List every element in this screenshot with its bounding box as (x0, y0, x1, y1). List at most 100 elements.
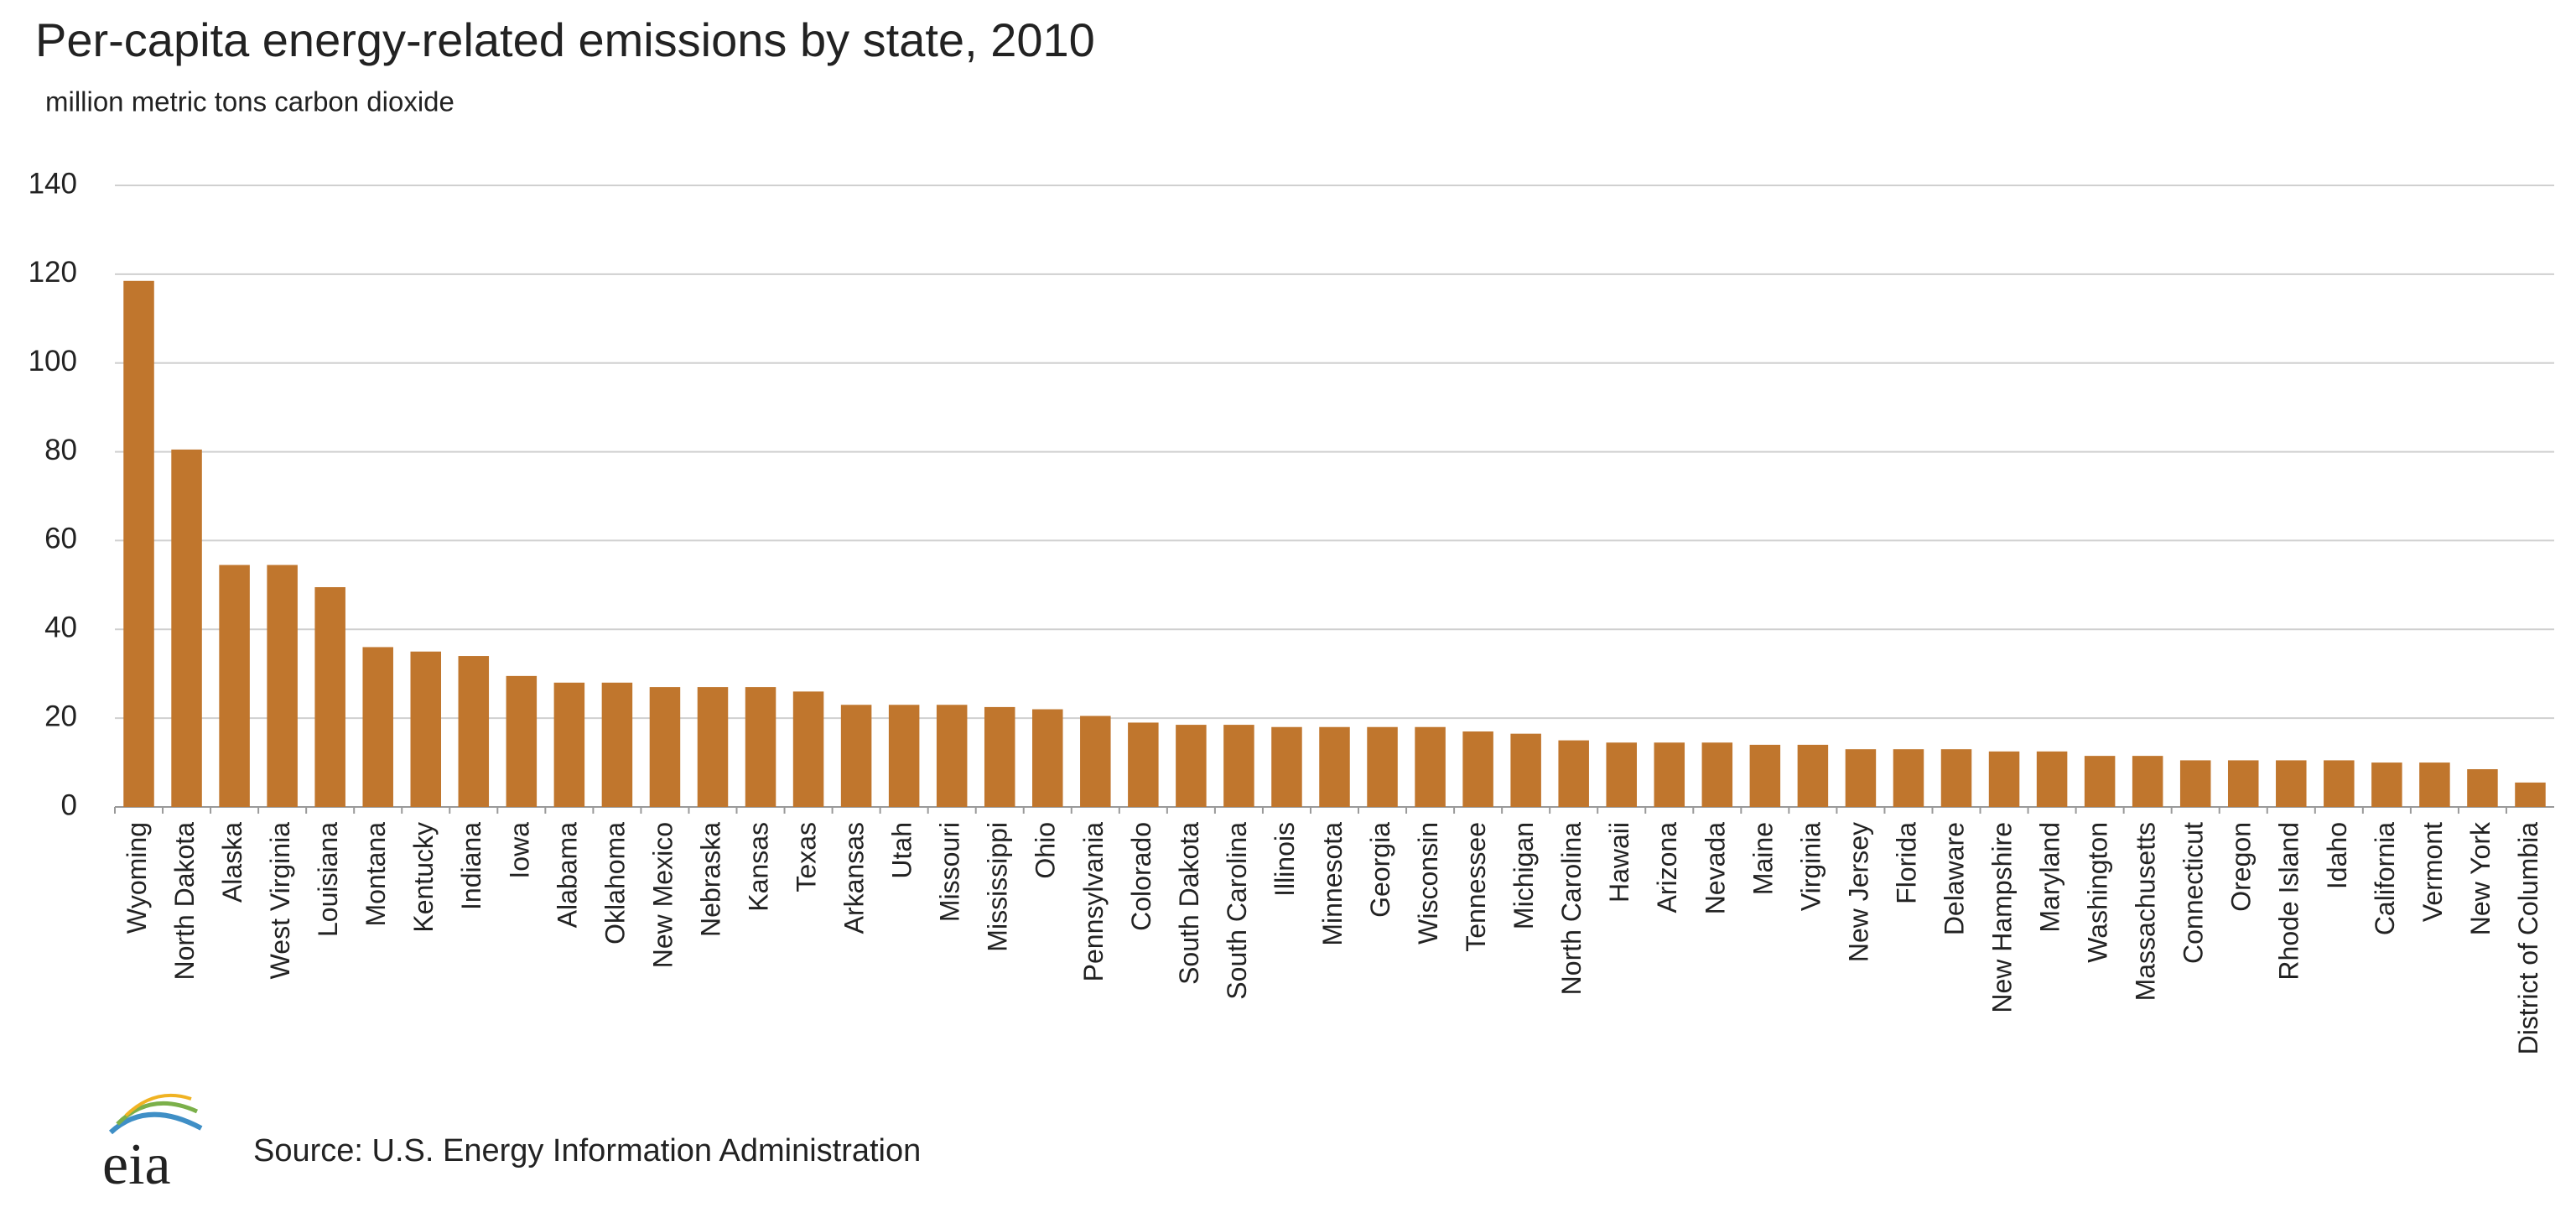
x-tick-label: California (2370, 822, 2400, 935)
bar (219, 565, 250, 807)
x-tick-label: Maine (1748, 822, 1778, 895)
x-tick-label: Idaho (2322, 822, 2352, 889)
bar (1319, 726, 1350, 807)
bar (1558, 740, 1589, 807)
bar (1701, 742, 1733, 807)
x-tick-label: Kentucky (408, 822, 439, 933)
logo-text: eia (102, 1132, 171, 1197)
bar (1462, 731, 1493, 807)
source-note: Source: U.S. Energy Information Administ… (253, 1133, 921, 1168)
y-tick-label: 120 (29, 256, 77, 289)
x-tick-label: Rhode Island (2274, 822, 2304, 981)
x-tick-label: Tennessee (1461, 822, 1491, 952)
bar (314, 587, 345, 807)
x-tick-label: North Carolina (1556, 822, 1587, 996)
x-tick-label: Washington (2083, 822, 2113, 963)
bar (936, 705, 968, 807)
logo-icon (108, 1093, 203, 1135)
x-tick-label: Indiana (456, 822, 486, 910)
x-tick-label: Oregon (2226, 822, 2257, 912)
bar (1367, 726, 1398, 807)
bar (1415, 726, 1446, 807)
bar (2179, 760, 2211, 807)
x-tick-label: Virginia (1795, 822, 1826, 911)
bar (1940, 749, 1972, 807)
x-tick-label: South Dakota (1174, 822, 1204, 985)
chart-title: Per-capita energy-related emissions by s… (35, 13, 1095, 66)
x-tick-label: Georgia (1365, 822, 1395, 918)
x-tick-label: Mississippi (983, 822, 1013, 952)
bar (1797, 744, 1829, 807)
bar (553, 682, 585, 807)
bar (2227, 760, 2259, 807)
x-tick-label: Maryland (2035, 822, 2065, 933)
x-tick-label: South Carolina (1222, 822, 1252, 1000)
x-tick-label: Iowa (504, 822, 534, 879)
x-tick-label: New Hampshire (1987, 822, 2018, 1013)
y-tick-label: 140 (29, 167, 77, 200)
x-tick-label: Kansas (743, 822, 773, 912)
bar (2419, 762, 2450, 807)
x-tick-label: Colorado (1126, 822, 1156, 931)
bar (792, 691, 824, 807)
y-tick-label: 100 (29, 345, 77, 377)
bar (506, 675, 538, 807)
bar (984, 706, 1015, 807)
bar (1271, 726, 1302, 807)
x-tick-label: Massachusetts (2131, 822, 2161, 1001)
x-tick-label: North Dakota (169, 822, 200, 981)
x-tick-label: Oklahoma (600, 822, 630, 945)
bar (1988, 751, 2020, 807)
x-tick-label: Florida (1891, 822, 1921, 904)
x-tick-label: Arizona (1652, 822, 1682, 913)
x-tick-label: Hawaii (1604, 822, 1634, 903)
bar (1606, 742, 1637, 807)
x-tick-label: Illinois (1270, 822, 1300, 897)
x-tick-label: Connecticut (2179, 822, 2209, 964)
y-tick-label: 0 (61, 788, 77, 821)
x-tick-label: New York (2465, 821, 2496, 935)
x-tick-label: New Mexico (647, 822, 678, 968)
chart-subtitle: million metric tons carbon dioxide (45, 86, 454, 117)
bar (1510, 733, 1541, 807)
bar (2276, 760, 2307, 807)
x-tick-label: Arkansas (839, 822, 870, 934)
x-tick-label: Minnesota (1317, 822, 1348, 946)
x-tick-label: Texas (792, 822, 822, 893)
x-tick-label: West Virginia (265, 822, 295, 980)
x-tick-label: Wisconsin (1413, 822, 1443, 945)
bar (1176, 725, 1207, 807)
x-tick-label: New Jersey (1843, 822, 1873, 962)
x-tick-label: Alabama (552, 822, 582, 929)
x-tick-label: Alaska (217, 822, 247, 903)
x-tick-label: Wyoming (122, 822, 152, 934)
bar (458, 656, 490, 807)
bar (267, 565, 298, 807)
bar (123, 280, 154, 808)
y-tick-label: 80 (44, 434, 77, 466)
x-tick-label: Louisiana (313, 822, 343, 937)
bar (1032, 709, 1063, 807)
bar (1223, 725, 1254, 807)
bar (2467, 769, 2498, 807)
bar (2036, 751, 2068, 807)
bar (2132, 756, 2163, 807)
bar (2371, 762, 2402, 807)
bar (410, 651, 442, 807)
bar (697, 687, 729, 807)
bar (2324, 760, 2355, 807)
bar (601, 682, 633, 807)
bar (2084, 756, 2116, 807)
x-tick-label: Nebraska (695, 822, 725, 937)
bar (1128, 722, 1159, 807)
bar (1749, 744, 1781, 807)
bar (2515, 782, 2546, 807)
bar (1654, 742, 1685, 807)
x-tick-label: Utah (887, 822, 917, 879)
x-tick-label: Ohio (1031, 822, 1061, 879)
x-tick-label: Nevada (1700, 822, 1730, 915)
bar (649, 687, 681, 807)
x-tick-label: Delaware (1939, 822, 1969, 935)
x-tick-label: Montana (361, 822, 391, 927)
